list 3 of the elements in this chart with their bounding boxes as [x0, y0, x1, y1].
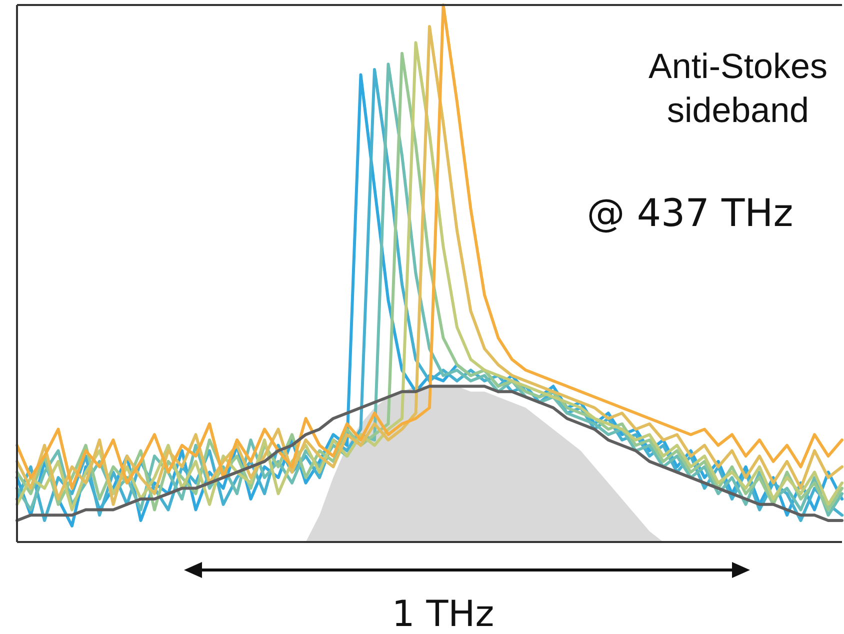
text: 1 THz: [392, 594, 494, 634]
annotation: Anti-Stokes sideband: [648, 47, 828, 130]
annotation: @ 437 THz: [586, 191, 794, 235]
